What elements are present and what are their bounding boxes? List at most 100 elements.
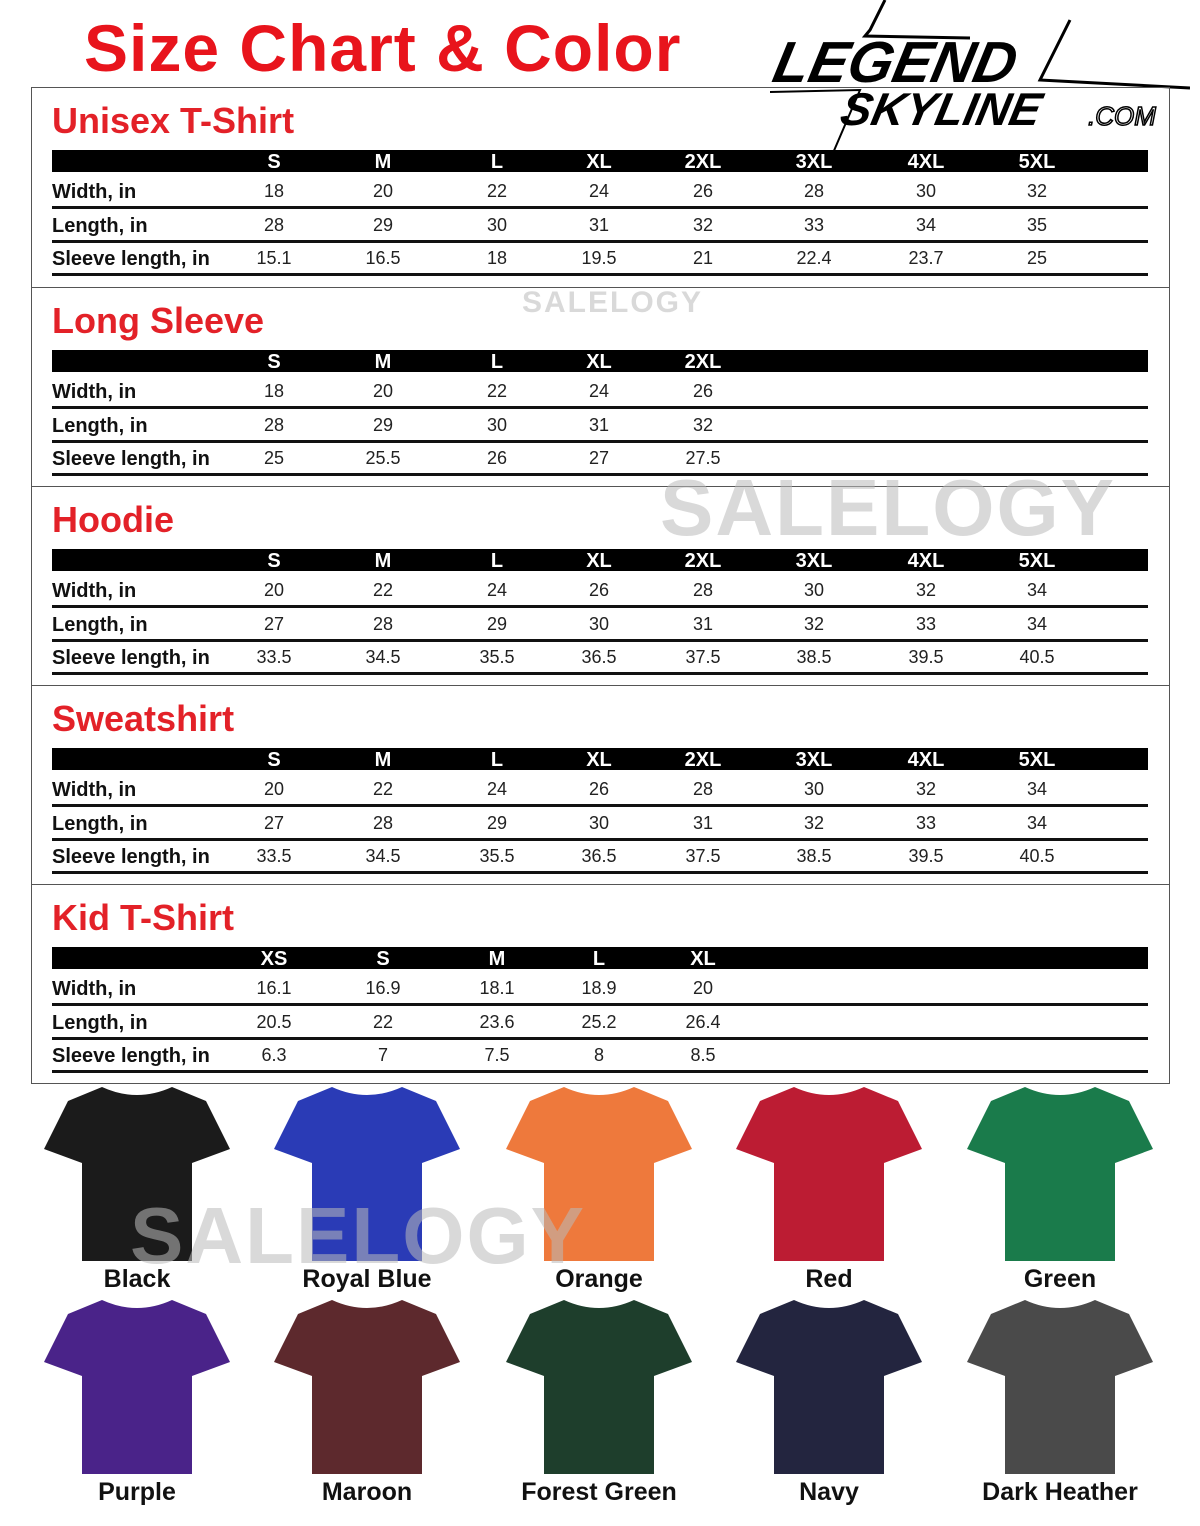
size-header: XS — [260, 948, 288, 970]
tshirt-shape — [967, 1300, 1153, 1474]
table-cell: 22 — [486, 181, 508, 201]
table-cell: 28 — [803, 181, 825, 201]
table-cell: 24 — [486, 580, 508, 600]
color-label: Dark Heather — [982, 1478, 1138, 1506]
size-header: 4XL — [907, 749, 945, 771]
table-cell: 8 — [593, 1045, 604, 1065]
table-cell: 34.5 — [365, 846, 401, 866]
table-cell: 32 — [915, 779, 937, 799]
tshirt-shape — [967, 1087, 1153, 1261]
table-cell: 27 — [588, 448, 610, 468]
size-header: XL — [586, 151, 612, 173]
table-row: Width, in 18 20 22 24 26 28 30 32 — [52, 174, 1148, 209]
table-cell: 19.5 — [581, 248, 617, 268]
table-cell: 28 — [692, 580, 714, 600]
color-swatch: Maroon — [272, 1300, 462, 1507]
size-header: 2XL — [684, 749, 722, 771]
table-row: Sleeve length, in 15.1 16.5 18 19.5 21 22.4 23.… — [52, 241, 1148, 276]
table-cell: 33.5 — [256, 846, 292, 866]
size-header: XL — [586, 550, 612, 572]
table-row: Length, in 27 28 29 30 31 32 33 34 — [52, 607, 1148, 642]
table-cell: 33.5 — [256, 647, 292, 667]
size-header: 2XL — [684, 151, 722, 173]
color-swatch: Purple — [42, 1300, 232, 1507]
table-cell: 29 — [372, 214, 394, 235]
table-cell: 18 — [263, 381, 285, 401]
color-label: Red — [805, 1265, 853, 1293]
size-header: 5XL — [1018, 550, 1056, 572]
table-cell: 6.3 — [261, 1045, 287, 1065]
tshirt-icon — [274, 1087, 460, 1261]
table-row: Length, in 20.5 22 23.6 25.2 26.4 — [52, 1005, 1148, 1040]
tshirt-shape — [274, 1087, 460, 1261]
size-header: 5XL — [1018, 749, 1056, 771]
row-label: Sleeve length, in — [52, 248, 210, 270]
tshirt-shape — [44, 1300, 230, 1474]
row-label: Width, in — [52, 779, 137, 801]
tshirt-icon — [736, 1300, 922, 1474]
page-title: Size Chart & Color — [84, 11, 682, 85]
table-cell: 24 — [588, 381, 610, 401]
table-cell: 27 — [263, 613, 285, 634]
tshirt-shape — [274, 1300, 460, 1474]
table-cell: 34.5 — [365, 647, 401, 667]
size-header: M — [374, 550, 392, 572]
tshirt-icon — [736, 1087, 922, 1261]
tshirt-shape — [736, 1300, 922, 1474]
table-cell: 34 — [1026, 613, 1048, 634]
svg-text:SKYLINE: SKYLINE — [836, 83, 1048, 134]
table-cell: 32 — [692, 214, 714, 235]
table-cell: 38.5 — [796, 846, 832, 866]
table-cell: 39.5 — [908, 647, 944, 667]
row-label: Sleeve length, in — [52, 647, 210, 669]
section-title: Sweatshirt — [52, 698, 235, 739]
row-label: Length, in — [52, 613, 148, 636]
tshirt-icon — [967, 1300, 1153, 1474]
color-label: Green — [1023, 1265, 1097, 1293]
size-table-section: Sweatshirt S M L XL 2XL 3XL 4XL 5XL Width, in 20 22… — [32, 685, 1169, 885]
table-cell: 31 — [588, 214, 610, 235]
size-header: L — [490, 151, 504, 173]
table-row: Length, in 27 28 29 30 31 32 33 34 — [52, 806, 1148, 841]
table-cell: 25.2 — [581, 1011, 617, 1032]
color-label: Royal Blue — [302, 1265, 432, 1293]
size-header-row: S M L XL 2XL 3XL 4XL 5XL — [52, 150, 1148, 173]
tshirt-icon — [506, 1087, 692, 1261]
row-label: Width, in — [52, 978, 137, 1000]
table-cell: 31 — [588, 414, 610, 435]
table-cell: 36.5 — [581, 647, 617, 667]
size-header: S — [376, 948, 390, 970]
color-swatch: Orange — [504, 1087, 694, 1294]
size-header: S — [267, 550, 281, 572]
tshirt-icon — [44, 1087, 230, 1261]
size-header: 2XL — [684, 351, 722, 373]
size-header: L — [490, 351, 504, 373]
size-header-row: XS S M L XL — [52, 947, 1148, 970]
table-cell: 22 — [372, 779, 394, 799]
table-cell: 16.9 — [365, 978, 401, 998]
table-cell: 7 — [377, 1045, 388, 1065]
color-swatch: Royal Blue — [272, 1087, 462, 1294]
size-header: XL — [690, 948, 716, 970]
size-header: M — [488, 948, 506, 970]
table-cell: 32 — [1026, 181, 1048, 201]
size-header-row: S M L XL 2XL 3XL 4XL 5XL — [52, 549, 1148, 572]
row-label: Width, in — [52, 381, 137, 403]
tshirt-icon — [967, 1087, 1153, 1261]
size-header: M — [374, 351, 392, 373]
table-cell: 30 — [588, 613, 610, 634]
color-swatch: Red — [734, 1087, 924, 1294]
table-cell: 28 — [263, 414, 285, 435]
table-cell: 34 — [1026, 580, 1048, 600]
table-cell: 18 — [486, 248, 508, 268]
size-header: S — [267, 151, 281, 173]
section-title: Long Sleeve — [52, 300, 265, 341]
row-label: Sleeve length, in — [52, 448, 210, 470]
table-cell: 23.6 — [479, 1011, 515, 1032]
color-label: Forest Green — [521, 1478, 677, 1506]
size-header: XL — [586, 749, 612, 771]
table-row: Width, in 20 22 24 26 28 30 32 34 — [52, 573, 1148, 608]
tshirt-shape — [736, 1087, 922, 1261]
size-header: 3XL — [795, 151, 833, 173]
table-cell: 18.1 — [479, 978, 515, 998]
